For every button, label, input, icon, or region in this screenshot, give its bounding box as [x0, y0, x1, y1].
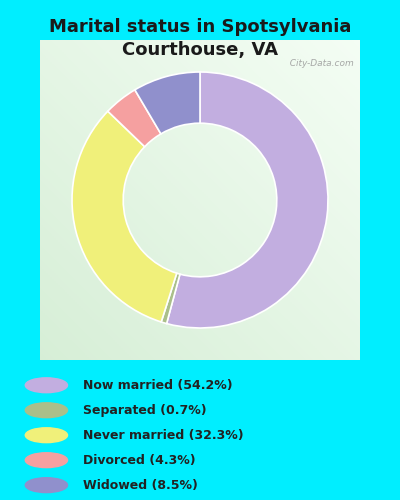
Text: City-Data.com: City-Data.com — [284, 59, 354, 68]
Text: Never married (32.3%): Never married (32.3%) — [83, 428, 244, 442]
Wedge shape — [135, 72, 200, 134]
Wedge shape — [72, 111, 177, 322]
Text: Widowed (8.5%): Widowed (8.5%) — [83, 478, 198, 492]
Text: Marital status in Spotsylvania
Courthouse, VA: Marital status in Spotsylvania Courthous… — [49, 18, 351, 59]
Circle shape — [25, 478, 68, 492]
Text: Separated (0.7%): Separated (0.7%) — [83, 404, 206, 416]
Text: Divorced (4.3%): Divorced (4.3%) — [83, 454, 196, 466]
Wedge shape — [108, 90, 161, 146]
Circle shape — [25, 428, 68, 442]
Circle shape — [25, 453, 68, 468]
Circle shape — [25, 378, 68, 392]
Text: Now married (54.2%): Now married (54.2%) — [83, 379, 232, 392]
Wedge shape — [167, 72, 328, 328]
Circle shape — [25, 403, 68, 417]
Wedge shape — [161, 273, 180, 324]
